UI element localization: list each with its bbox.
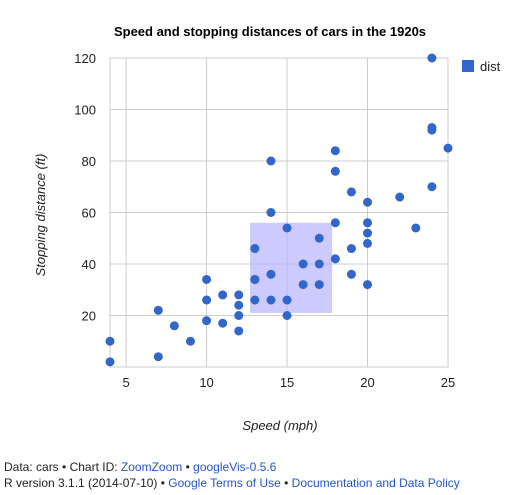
data-point[interactable] bbox=[105, 336, 115, 346]
data-point[interactable] bbox=[330, 166, 340, 176]
data-point[interactable] bbox=[443, 143, 453, 153]
googlevis-version-link[interactable]: googleVis-0.5.6 bbox=[193, 460, 277, 474]
data-point[interactable] bbox=[234, 326, 244, 336]
footer-sep: • bbox=[280, 476, 292, 490]
google-terms-link[interactable]: Google Terms of Use bbox=[168, 476, 281, 490]
y-tick-label: 40 bbox=[82, 257, 96, 272]
x-axis-ticks: 5 10 15 20 25 bbox=[122, 375, 455, 390]
data-point[interactable] bbox=[395, 192, 405, 202]
data-point[interactable] bbox=[250, 295, 260, 305]
data-point[interactable] bbox=[363, 238, 373, 248]
data-point[interactable] bbox=[234, 290, 244, 300]
footer-r-version: R version 3.1.1 (2014-07-10) bbox=[4, 476, 158, 490]
data-point[interactable] bbox=[218, 318, 228, 328]
y-tick-label: 60 bbox=[82, 206, 96, 221]
x-tick-label: 10 bbox=[199, 375, 213, 390]
data-point[interactable] bbox=[202, 316, 212, 326]
data-point[interactable] bbox=[153, 305, 163, 315]
legend[interactable]: dist bbox=[462, 59, 501, 74]
data-point[interactable] bbox=[250, 274, 260, 284]
y-tick-label: 120 bbox=[74, 51, 96, 66]
data-point[interactable] bbox=[282, 311, 292, 320]
data-point[interactable] bbox=[202, 274, 212, 284]
data-point[interactable] bbox=[314, 259, 324, 269]
data-point[interactable] bbox=[266, 295, 276, 305]
x-tick-label: 5 bbox=[122, 375, 129, 390]
chart-title: Speed and stopping distances of cars in … bbox=[114, 24, 426, 39]
footer-chart-id-label: Chart ID: bbox=[69, 460, 121, 474]
x-tick-label: 20 bbox=[360, 375, 374, 390]
legend-swatch bbox=[462, 60, 474, 72]
data-point[interactable] bbox=[427, 53, 437, 63]
y-tick-label: 100 bbox=[74, 103, 96, 118]
data-point[interactable] bbox=[363, 197, 373, 207]
y-tick-label: 80 bbox=[82, 154, 96, 169]
y-tick-label: 20 bbox=[82, 309, 96, 324]
data-point[interactable] bbox=[330, 146, 340, 156]
data-point[interactable] bbox=[363, 218, 373, 228]
data-point[interactable] bbox=[346, 269, 356, 279]
data-point[interactable] bbox=[298, 280, 308, 290]
gridlines bbox=[109, 57, 449, 368]
data-point[interactable] bbox=[105, 357, 115, 367]
footer-line-2: R version 3.1.1 (2014-07-10) • Google Te… bbox=[4, 476, 460, 490]
data-point[interactable] bbox=[411, 223, 421, 233]
data-points bbox=[105, 53, 453, 367]
data-point[interactable] bbox=[169, 321, 179, 331]
data-point[interactable] bbox=[202, 295, 212, 305]
data-point[interactable] bbox=[185, 336, 195, 346]
data-point[interactable] bbox=[330, 218, 340, 228]
footer-sep: • bbox=[157, 476, 169, 490]
y-axis-title: Stopping distance (ft) bbox=[33, 154, 48, 277]
x-tick-label: 15 bbox=[280, 375, 294, 390]
data-point[interactable] bbox=[363, 280, 373, 290]
data-point[interactable] bbox=[427, 182, 437, 192]
data-point[interactable] bbox=[282, 223, 292, 233]
data-point[interactable] bbox=[282, 295, 292, 305]
data-point[interactable] bbox=[218, 290, 228, 300]
footer-sep: • bbox=[182, 460, 194, 474]
data-point[interactable] bbox=[427, 123, 437, 133]
data-point[interactable] bbox=[298, 259, 308, 269]
footer-sep: • bbox=[58, 460, 70, 474]
data-point[interactable] bbox=[346, 244, 356, 254]
data-point[interactable] bbox=[153, 352, 163, 362]
y-axis-ticks: 20 40 60 80 100 120 bbox=[74, 51, 96, 324]
data-point[interactable] bbox=[346, 187, 356, 197]
data-point[interactable] bbox=[314, 233, 324, 243]
data-point[interactable] bbox=[266, 208, 276, 217]
data-point[interactable] bbox=[330, 254, 340, 264]
chart-id-link[interactable]: ZoomZoom bbox=[120, 460, 183, 474]
data-point[interactable] bbox=[234, 311, 244, 320]
data-point[interactable] bbox=[363, 228, 373, 238]
data-policy-link[interactable]: Documentation and Data Policy bbox=[291, 476, 460, 490]
legend-label: dist bbox=[480, 59, 501, 74]
data-point[interactable] bbox=[266, 269, 276, 279]
footer-line-1: Data: cars • Chart ID: ZoomZoom • google… bbox=[4, 460, 276, 474]
data-point[interactable] bbox=[234, 300, 244, 310]
footer-data-label: Data: cars bbox=[4, 460, 59, 474]
x-axis-title: Speed (mph) bbox=[242, 418, 317, 433]
data-point[interactable] bbox=[314, 280, 324, 290]
data-point[interactable] bbox=[250, 244, 260, 254]
x-tick-label: 25 bbox=[441, 375, 455, 390]
scatter-chart[interactable]: Speed and stopping distances of cars in … bbox=[0, 0, 519, 455]
data-point[interactable] bbox=[266, 156, 276, 166]
